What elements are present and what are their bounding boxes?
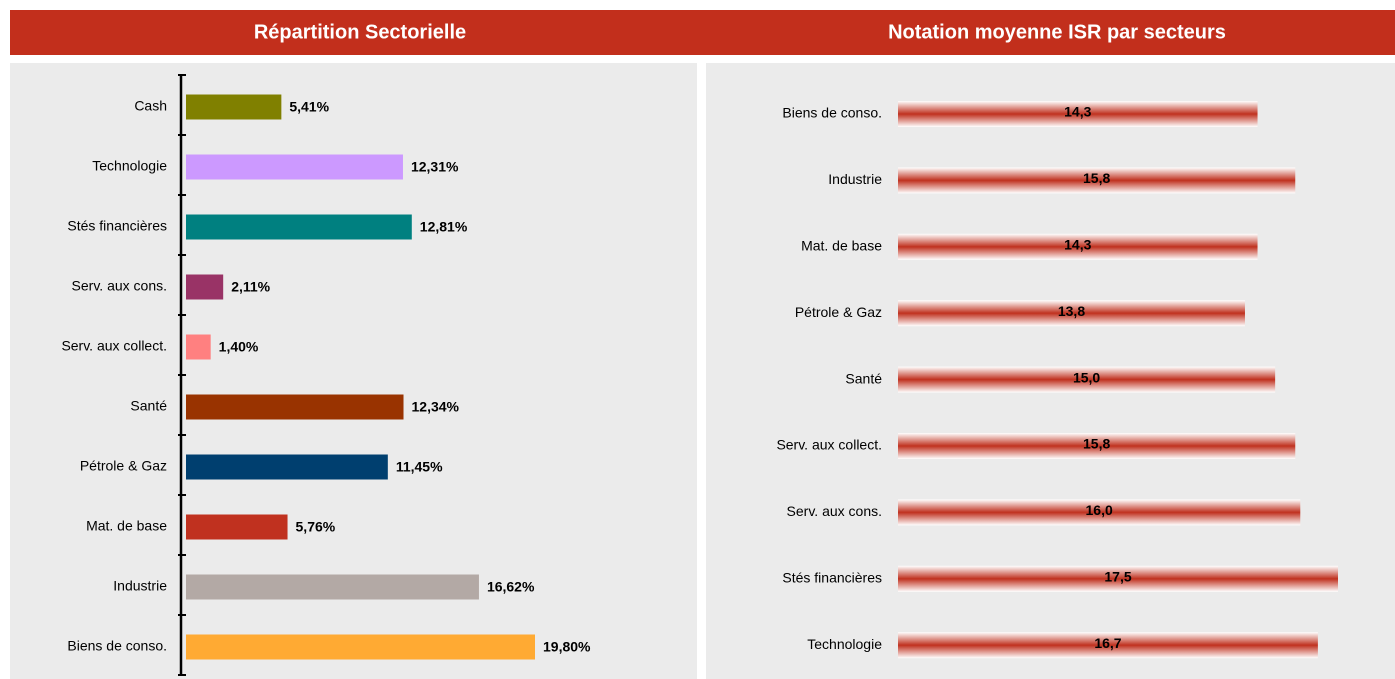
bar	[186, 634, 535, 660]
category-label: Santé	[130, 398, 167, 414]
value-label: 12,34%	[412, 399, 460, 415]
bar	[186, 394, 404, 420]
bar	[898, 167, 1296, 194]
bar	[898, 233, 1258, 260]
category-label: Technologie	[807, 636, 882, 652]
value-label: 12,31%	[411, 159, 459, 175]
category-label: Pétrole & Gaz	[795, 304, 882, 320]
bar	[186, 514, 288, 540]
bar	[898, 632, 1318, 659]
category-label: Stés financières	[67, 218, 167, 234]
category-label: Industrie	[828, 171, 882, 187]
category-label: Serv. aux collect.	[61, 338, 167, 354]
value-label: 15,8	[1083, 170, 1110, 186]
category-label: Industrie	[113, 578, 167, 594]
value-label: 15,8	[1083, 436, 1110, 452]
category-label: Serv. aux cons.	[787, 503, 882, 519]
bar	[186, 334, 211, 360]
value-label: 5,41%	[289, 99, 329, 115]
category-label: Serv. aux cons.	[72, 278, 167, 294]
value-label: 16,62%	[487, 579, 535, 595]
category-label: Biens de conso.	[67, 638, 167, 654]
bar	[898, 499, 1301, 526]
header-band	[10, 10, 1395, 55]
category-label: Technologie	[92, 158, 167, 174]
value-label: 19,80%	[543, 639, 591, 655]
category-label: Mat. de base	[86, 518, 167, 534]
value-label: 16,7	[1094, 635, 1121, 651]
category-label: Stés financières	[782, 570, 882, 586]
value-label: 14,3	[1064, 237, 1091, 253]
bar	[186, 454, 388, 480]
chart-title: Notation moyenne ISR par secteurs	[888, 21, 1226, 43]
value-label: 16,0	[1086, 502, 1113, 518]
category-label: Serv. aux collect.	[776, 437, 882, 453]
category-label: Biens de conso.	[782, 105, 882, 121]
category-label: Cash	[134, 98, 167, 114]
bar	[186, 94, 282, 120]
category-label: Mat. de base	[801, 238, 882, 254]
bar	[186, 574, 479, 600]
value-label: 14,3	[1064, 104, 1091, 120]
category-label: Pétrole & Gaz	[80, 458, 167, 474]
bar	[898, 433, 1296, 459]
bar	[186, 214, 412, 240]
value-label: 12,81%	[420, 219, 468, 235]
value-label: 2,11%	[231, 279, 270, 295]
value-label: 17,5	[1104, 569, 1131, 585]
value-label: 11,45%	[396, 459, 443, 475]
value-label: 5,76%	[296, 519, 336, 535]
bar	[898, 565, 1338, 592]
chart-title: Répartition Sectorielle	[254, 21, 466, 43]
value-label: 15,0	[1073, 369, 1100, 385]
bar	[898, 366, 1276, 393]
bar	[898, 300, 1245, 327]
bar	[186, 154, 403, 180]
value-label: 1,40%	[219, 339, 259, 355]
bar	[898, 101, 1258, 127]
bar	[186, 274, 224, 300]
category-label: Santé	[845, 370, 882, 386]
value-label: 13,8	[1058, 303, 1085, 319]
